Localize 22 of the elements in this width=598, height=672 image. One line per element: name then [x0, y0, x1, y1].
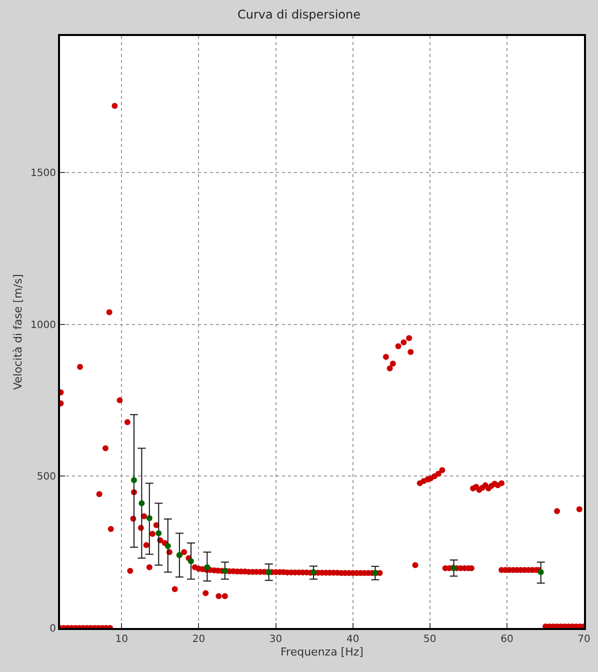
x-tick-label: 20: [192, 634, 206, 645]
y-tick-label: 0: [50, 624, 56, 634]
x-tick-label: 10: [115, 634, 128, 645]
chart-title: Curva di dispersione: [237, 7, 361, 22]
point: [156, 530, 162, 536]
y-tick-label: 1500: [30, 168, 56, 180]
y-tick-label: 500: [36, 472, 56, 483]
point: [146, 515, 152, 522]
point: [164, 543, 171, 550]
x-axis-title: Frequenza [Hz]: [280, 646, 364, 659]
y-axis-title: Velocità di fase [m/s]: [12, 274, 25, 390]
x-tick-label: 70: [578, 634, 590, 645]
x-tick-label: 30: [269, 634, 282, 645]
y-tick-label: 1000: [30, 320, 56, 331]
point: [130, 477, 137, 484]
point: [204, 564, 210, 570]
point: [188, 558, 194, 564]
point: [138, 500, 145, 506]
point: [538, 569, 544, 576]
x-tick-label: 50: [424, 634, 436, 645]
x-tick-label: 40: [346, 634, 360, 645]
x-tick-label: 60: [500, 634, 514, 645]
